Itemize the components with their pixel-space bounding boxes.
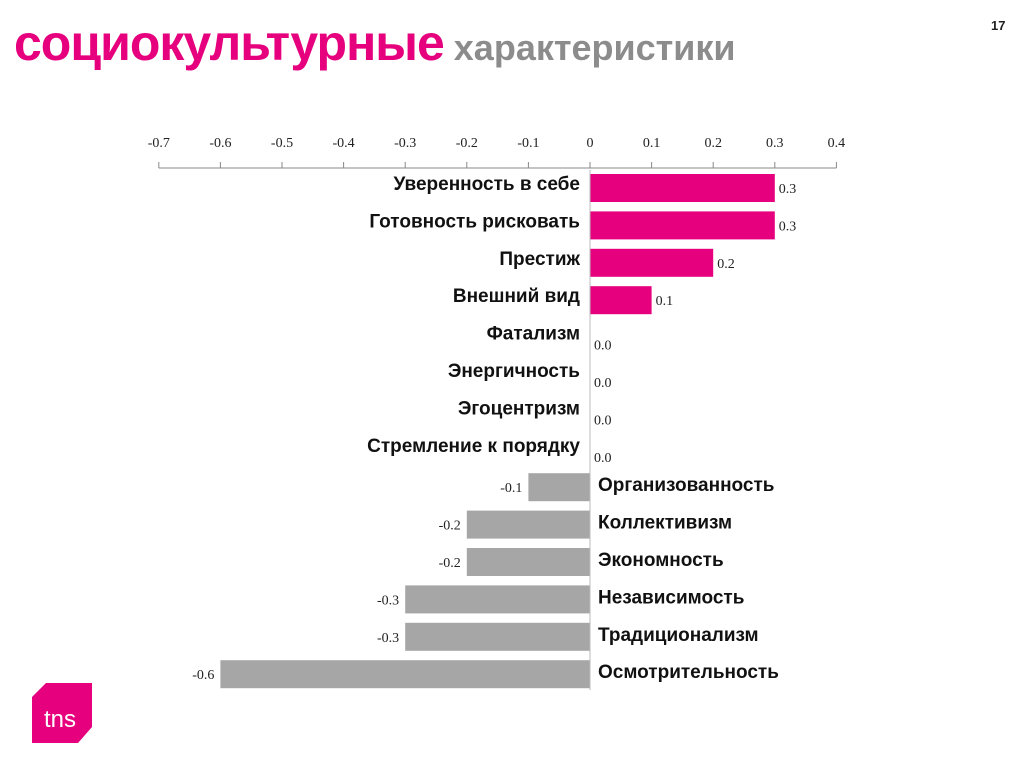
x-tick-label: -0.4 <box>333 136 355 151</box>
data-label: 0.2 <box>717 257 735 272</box>
data-label: 0.1 <box>656 294 674 309</box>
logo-text: tns <box>44 706 76 733</box>
data-label: 0.0 <box>594 376 612 391</box>
category-label: Фатализм <box>487 324 580 345</box>
x-tick-label: -0.6 <box>209 136 231 151</box>
category-label: Внешний вид <box>453 286 580 307</box>
bar <box>590 286 652 315</box>
category-label: Традиционализм <box>598 625 759 646</box>
x-tick-label: 0.4 <box>828 136 846 151</box>
tns-logo: tns <box>32 683 92 743</box>
data-label: -0.2 <box>439 519 461 534</box>
title-highlight: социокультурные <box>14 15 445 71</box>
x-tick-label: -0.7 <box>148 136 170 151</box>
data-label: 0.3 <box>779 182 797 197</box>
data-label: -0.3 <box>377 593 399 608</box>
bar <box>590 211 775 240</box>
x-tick-label: 0.2 <box>704 136 722 151</box>
data-label: -0.6 <box>192 668 214 683</box>
x-tick-label: -0.5 <box>271 136 293 151</box>
data-label: 0.0 <box>594 451 612 466</box>
category-label: Готовность рисковать <box>369 211 580 232</box>
bar <box>590 174 775 202</box>
bar <box>466 548 590 576</box>
bar <box>220 660 590 689</box>
data-label: 0.0 <box>594 339 612 354</box>
category-label: Эгоцентризм <box>458 398 580 419</box>
x-tick-label: 0.1 <box>643 136 661 151</box>
category-label: Уверенность в себе <box>393 174 580 195</box>
page-number: 17 <box>991 18 1006 33</box>
category-label: Независимость <box>598 587 744 608</box>
bar <box>405 585 590 614</box>
bar <box>528 473 590 502</box>
bar <box>405 622 590 651</box>
data-label: 0.3 <box>779 219 797 234</box>
category-label: Организованность <box>598 475 774 496</box>
data-label: 0.0 <box>594 413 612 428</box>
category-label: Коллективизм <box>598 513 732 534</box>
x-tick-label: -0.3 <box>394 136 416 151</box>
bar <box>466 510 590 539</box>
category-label: Осмотрительность <box>598 662 779 683</box>
x-tick-label: 0 <box>587 136 594 151</box>
data-label: -0.3 <box>377 631 399 646</box>
category-label: Стремление к порядку <box>367 436 580 457</box>
category-label: Энергичность <box>448 361 580 382</box>
title-rest: характеристики <box>453 27 736 68</box>
slide-title: социокультурные характеристики <box>14 14 736 72</box>
data-label: -0.1 <box>500 481 522 496</box>
x-tick-label: -0.2 <box>456 136 478 151</box>
bar <box>590 248 714 277</box>
x-tick-label: -0.1 <box>517 136 539 151</box>
category-label: Экономность <box>598 550 724 571</box>
x-tick-label: 0.3 <box>766 136 784 151</box>
category-label: Престиж <box>499 249 580 270</box>
data-label: -0.2 <box>439 556 461 571</box>
